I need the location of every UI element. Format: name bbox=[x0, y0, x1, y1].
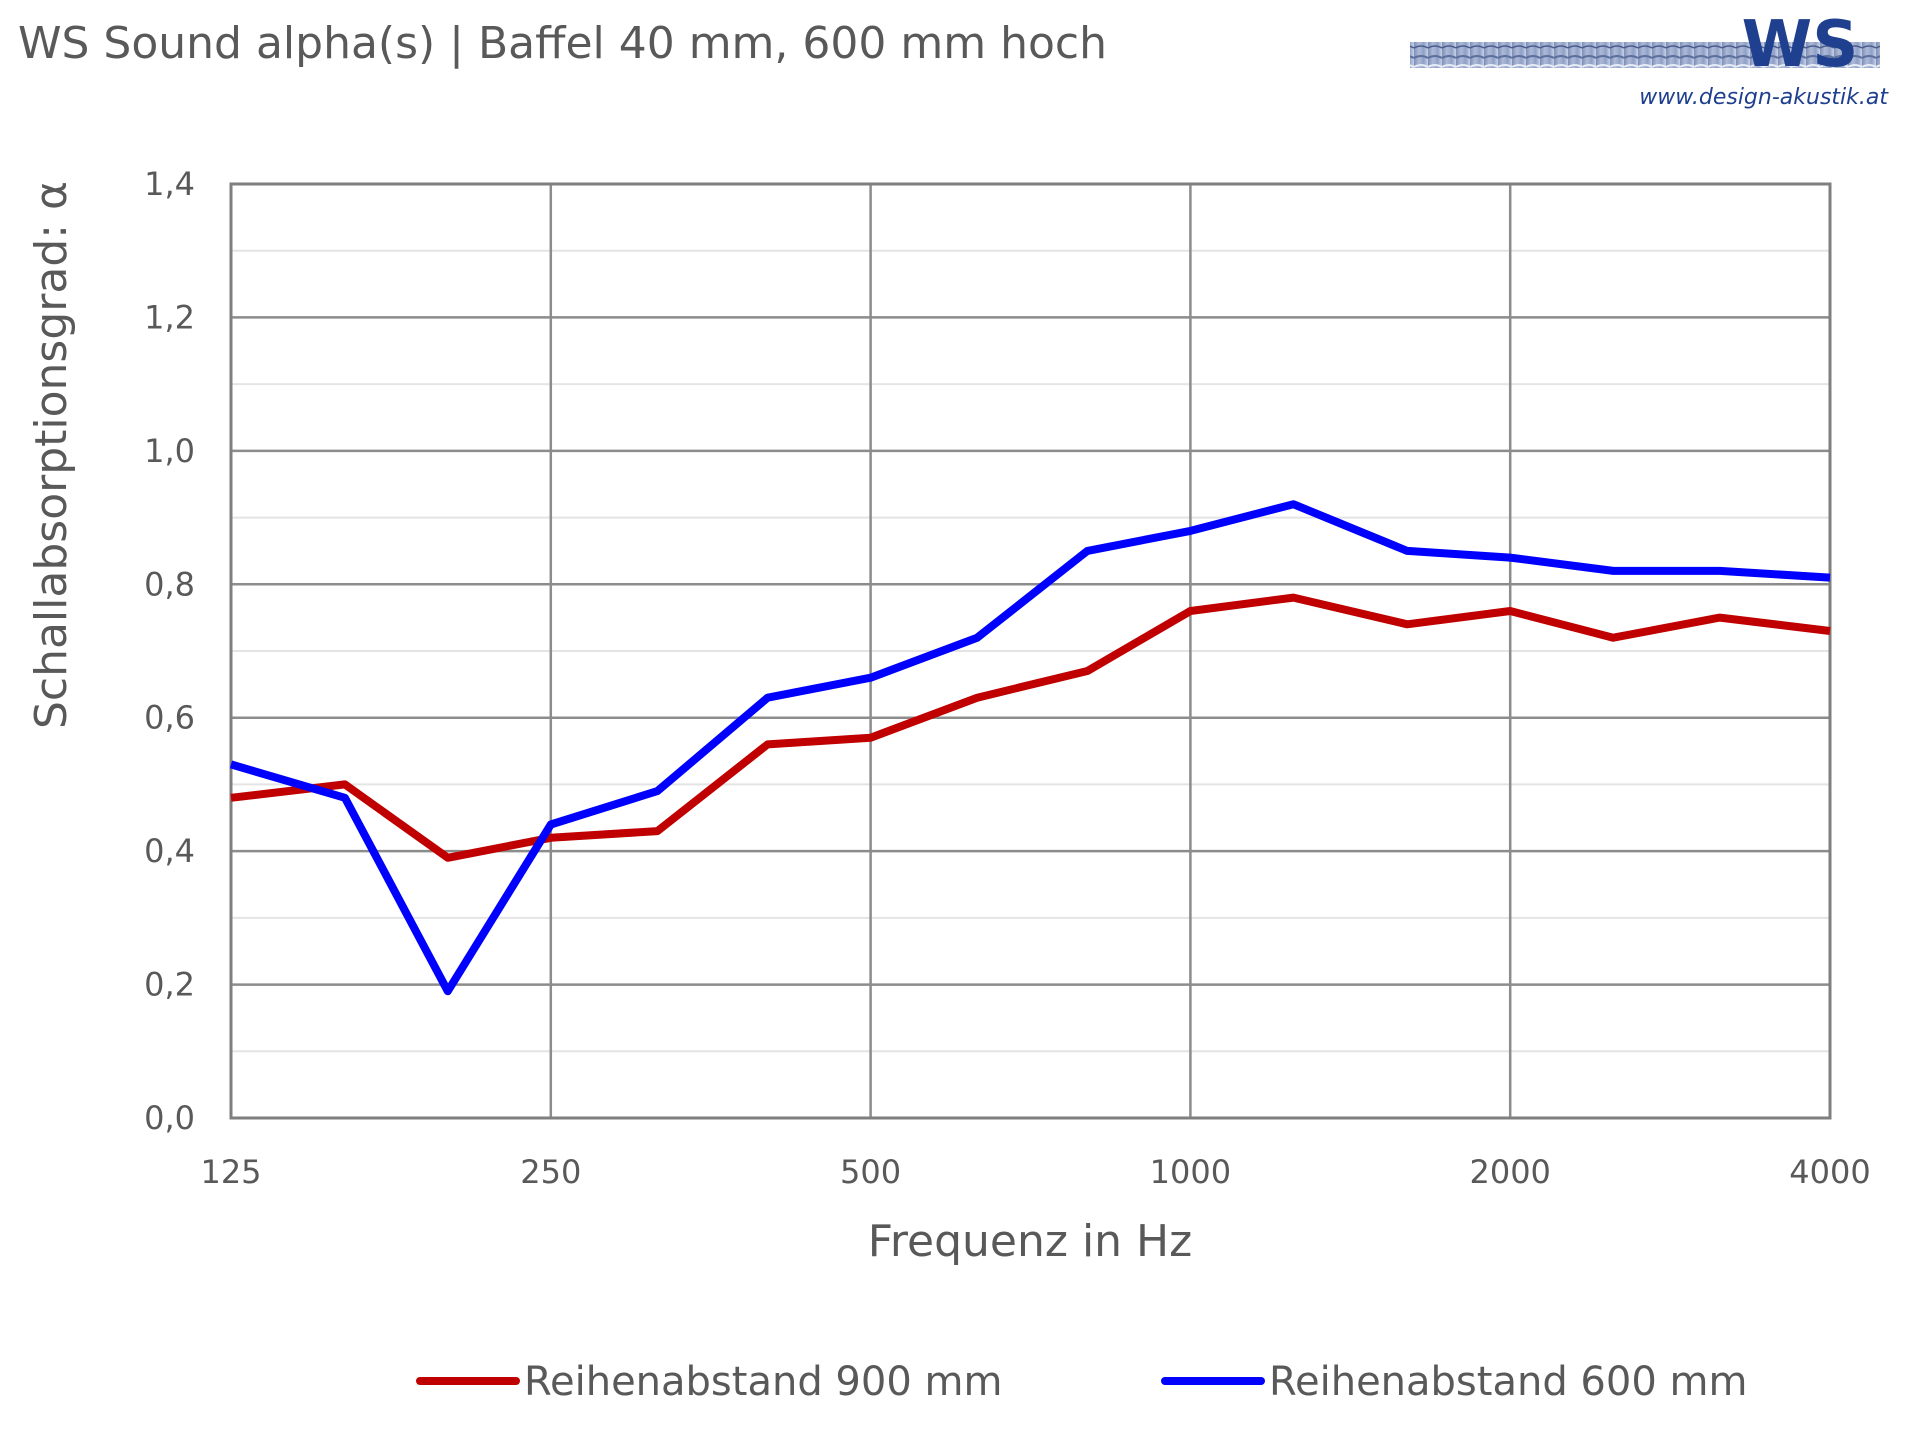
logo-url: www.design-akustik.at bbox=[1639, 85, 1889, 110]
y-tick-label: 1,4 bbox=[144, 165, 195, 203]
axes bbox=[229, 182, 1832, 1120]
logo-band bbox=[1410, 42, 1880, 68]
series-line-2 bbox=[229, 500, 1831, 996]
chart-title: WS Sound alpha(s) | Baffel 40 mm, 600 mm… bbox=[18, 18, 1107, 69]
y-tick-label: 0,4 bbox=[144, 832, 195, 870]
grid bbox=[229, 182, 1832, 1120]
brand-logo: WS www.design-akustik.at bbox=[1410, 8, 1889, 110]
x-tick-label: 125 bbox=[200, 1153, 261, 1191]
y-tick-label: 1,2 bbox=[144, 298, 195, 336]
x-tick-label: 2000 bbox=[1469, 1153, 1550, 1191]
x-tick-label: 4000 bbox=[1789, 1153, 1870, 1191]
x-tick-label: 500 bbox=[840, 1153, 901, 1191]
y-tick-label: 1,0 bbox=[144, 432, 195, 470]
plot-border bbox=[229, 182, 1832, 1120]
y-tick-label: 0,0 bbox=[144, 1099, 195, 1137]
x-axis-title: Frequenz in Hz bbox=[868, 1216, 1192, 1267]
logo-mark: WS bbox=[1742, 8, 1859, 82]
y-tick-label: 0,8 bbox=[144, 565, 195, 603]
y-tick-label: 0,6 bbox=[144, 699, 195, 737]
y-tick-label: 0,2 bbox=[144, 966, 195, 1004]
x-tick-label: 1000 bbox=[1150, 1153, 1231, 1191]
legend: Reihenabstand 900 mm Reihenabstand 600 mm bbox=[416, 1359, 1747, 1405]
x-tick-labels: 125 250 500 1000 2000 4000 bbox=[200, 1153, 1870, 1191]
legend-label: Reihenabstand 900 mm bbox=[524, 1359, 1002, 1405]
series-line-1 bbox=[230, 593, 1831, 862]
x-tick-label: 250 bbox=[520, 1153, 581, 1191]
legend-label: Reihenabstand 600 mm bbox=[1269, 1359, 1747, 1405]
y-tick-labels: 0,0 0,2 0,4 0,6 0,8 1,0 1,2 1,4 bbox=[144, 165, 195, 1137]
series-lines bbox=[229, 500, 1831, 996]
y-axis-title: Schallabsorptionsgrad: α bbox=[26, 181, 77, 729]
